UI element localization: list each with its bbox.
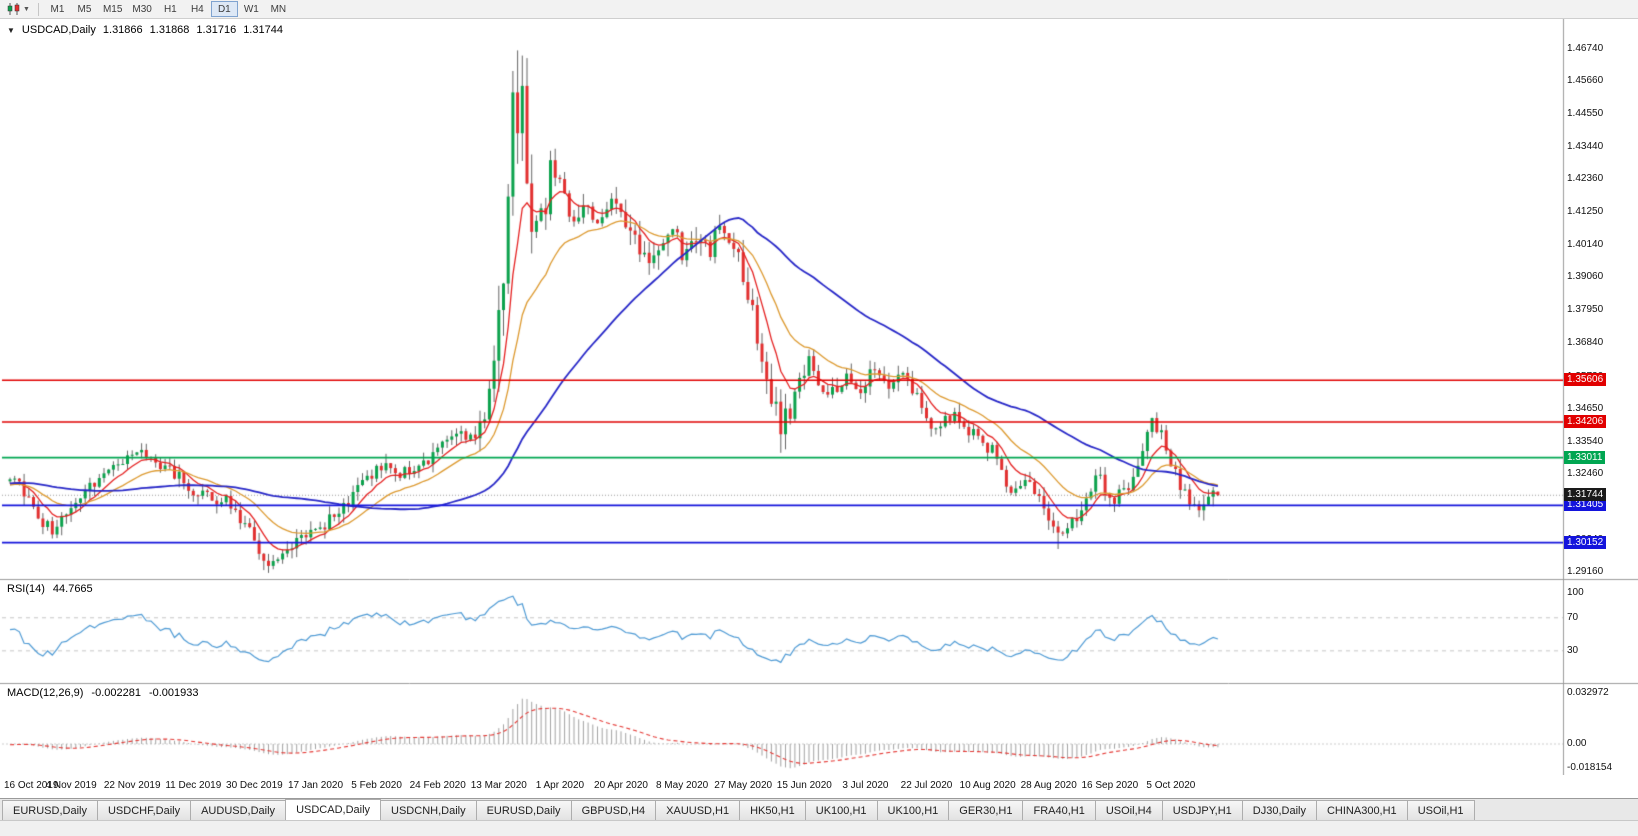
- chevron-down-icon: ▼: [23, 5, 30, 13]
- low-value: 1.31716: [196, 24, 237, 36]
- date-axis-label: 5 Oct 2020: [1146, 780, 1196, 791]
- chart-tab-4-usdcnh-daily[interactable]: USDCNH,Daily: [380, 800, 477, 820]
- dropdown-triangle-icon[interactable]: ▼: [7, 25, 15, 35]
- date-axis-label: 5 Feb 2020: [351, 780, 402, 791]
- chart-tab-5-eurusd-daily[interactable]: EURUSD,Daily: [475, 800, 572, 820]
- symbol-label: USDCAD,Daily: [21, 24, 96, 36]
- chart-tab-3-usdcad-daily[interactable]: USDCAD,Daily: [285, 799, 382, 820]
- timeframe-button-d1[interactable]: D1: [210, 1, 238, 17]
- timeframe-button-w1[interactable]: W1: [243, 3, 259, 15]
- high-value: 1.31868: [149, 24, 190, 36]
- chart-window: 1.46740 1.45660 1.44550 1.43440 1.42360 1.412…: [0, 19, 1638, 798]
- chart-tab-12-fra40-h1[interactable]: FRA40,H1: [1022, 800, 1096, 820]
- date-axis-label: 3 Jul 2020: [842, 780, 889, 791]
- status-bar: [0, 820, 1638, 836]
- date-axis-label: 22 Jul 2020: [900, 780, 953, 791]
- timeframe-button-m5[interactable]: M5: [77, 3, 92, 15]
- chart-tab-1-usdchf-daily[interactable]: USDCHF,Daily: [96, 800, 192, 820]
- date-axis-label: 28 Aug 2020: [1020, 780, 1077, 791]
- chart-tab-15-dj30-daily[interactable]: DJ30,Daily: [1241, 800, 1317, 820]
- price-chart-canvas[interactable]: [0, 19, 1638, 775]
- timeframe-button-mn[interactable]: MN: [270, 3, 287, 15]
- date-axis-label: 1 Apr 2020: [535, 780, 585, 791]
- date-axis-label: 8 May 2020: [655, 780, 709, 791]
- open-value: 1.31866: [102, 24, 143, 36]
- date-axis-label: 4 Nov 2019: [45, 780, 97, 791]
- rsi-name: RSI(14): [7, 583, 45, 595]
- date-axis-label: 10 Aug 2020: [959, 780, 1016, 791]
- macd-name: MACD(12,26,9): [7, 687, 84, 699]
- chart-tab-11-ger30-h1[interactable]: GER30,H1: [948, 800, 1024, 820]
- timeframe-button-m15[interactable]: M15: [102, 3, 123, 15]
- macd-main-value: -0.002281: [91, 687, 141, 699]
- chart-tab-17-usoil-h1[interactable]: USOil,H1: [1406, 800, 1475, 820]
- timeframe-button-m30[interactable]: M30: [132, 3, 152, 15]
- date-axis-label: 27 May 2020: [714, 780, 773, 791]
- date-axis-label: 15 Jun 2020: [776, 780, 832, 791]
- candlestick-chart-icon: [7, 3, 20, 15]
- timeframe-button-h4[interactable]: H4: [190, 3, 204, 15]
- date-axis-label: 11 Dec 2019: [165, 780, 222, 791]
- date-axis-label: 17 Jan 2020: [287, 780, 344, 791]
- rsi-indicator-label: RSI(14) 44.7665: [7, 583, 93, 595]
- chart-tab-16-china300-h1[interactable]: CHINA300,H1: [1315, 800, 1408, 820]
- timeframe-button-m1[interactable]: M1: [50, 3, 65, 15]
- date-axis-label: 13 Mar 2020: [470, 780, 527, 791]
- chart-tab-8-hk50-h1[interactable]: HK50,H1: [739, 800, 806, 820]
- chart-tab-bar: EURUSD,Daily USDCHF,Daily AUDUSD,Daily USDC…: [0, 798, 1638, 820]
- chart-tab-10-uk100-h1[interactable]: UK100,H1: [876, 800, 950, 820]
- rsi-value: 44.7665: [52, 583, 93, 595]
- macd-signal-value: -0.001933: [148, 687, 199, 699]
- ohlc-info-line: ▼ USDCAD,Daily 1.31866 1.31868 1.31716 1…: [7, 24, 283, 36]
- timeframe-button-h1[interactable]: H1: [163, 3, 177, 15]
- chart-tab-0-eurusd-daily[interactable]: EURUSD,Daily: [2, 800, 98, 820]
- chart-tab-6-gbpusd-h4[interactable]: GBPUSD,H4: [570, 800, 657, 820]
- date-axis-label: 16 Sep 2020: [1081, 780, 1139, 791]
- chart-type-button[interactable]: ▼: [4, 1, 33, 17]
- date-axis-label: 16 Oct 2019: [4, 780, 59, 791]
- toolbar-separator: [37, 2, 39, 16]
- chart-tab-2-audusd-daily[interactable]: AUDUSD,Daily: [190, 800, 287, 820]
- chart-tab-7-xauusd-h1[interactable]: XAUUSD,H1: [655, 800, 741, 820]
- chart-tab-9-uk100-h1[interactable]: UK100,H1: [804, 800, 878, 820]
- date-axis-label: 22 Nov 2019: [103, 780, 161, 791]
- date-axis-label: 20 Apr 2020: [594, 780, 648, 791]
- chart-tab-14-usdjpy-h1[interactable]: USDJPY,H1: [1161, 800, 1243, 820]
- close-value: 1.31744: [243, 24, 283, 36]
- toolbar: ▼ M1 M5 M15 M30 H1 H4 D1 W1 MN: [0, 0, 1638, 19]
- chart-tab-13-usoil-h4[interactable]: USOil,H4: [1094, 800, 1163, 820]
- date-axis-label: 24 Feb 2020: [409, 780, 466, 791]
- macd-indicator-label: MACD(12,26,9) -0.002281 -0.001933: [7, 687, 199, 699]
- date-axis-label: 30 Dec 2019: [226, 780, 283, 791]
- timeframe-bar: M1 M5 M15 M30 H1 H4 D1 W1 MN: [44, 1, 292, 18]
